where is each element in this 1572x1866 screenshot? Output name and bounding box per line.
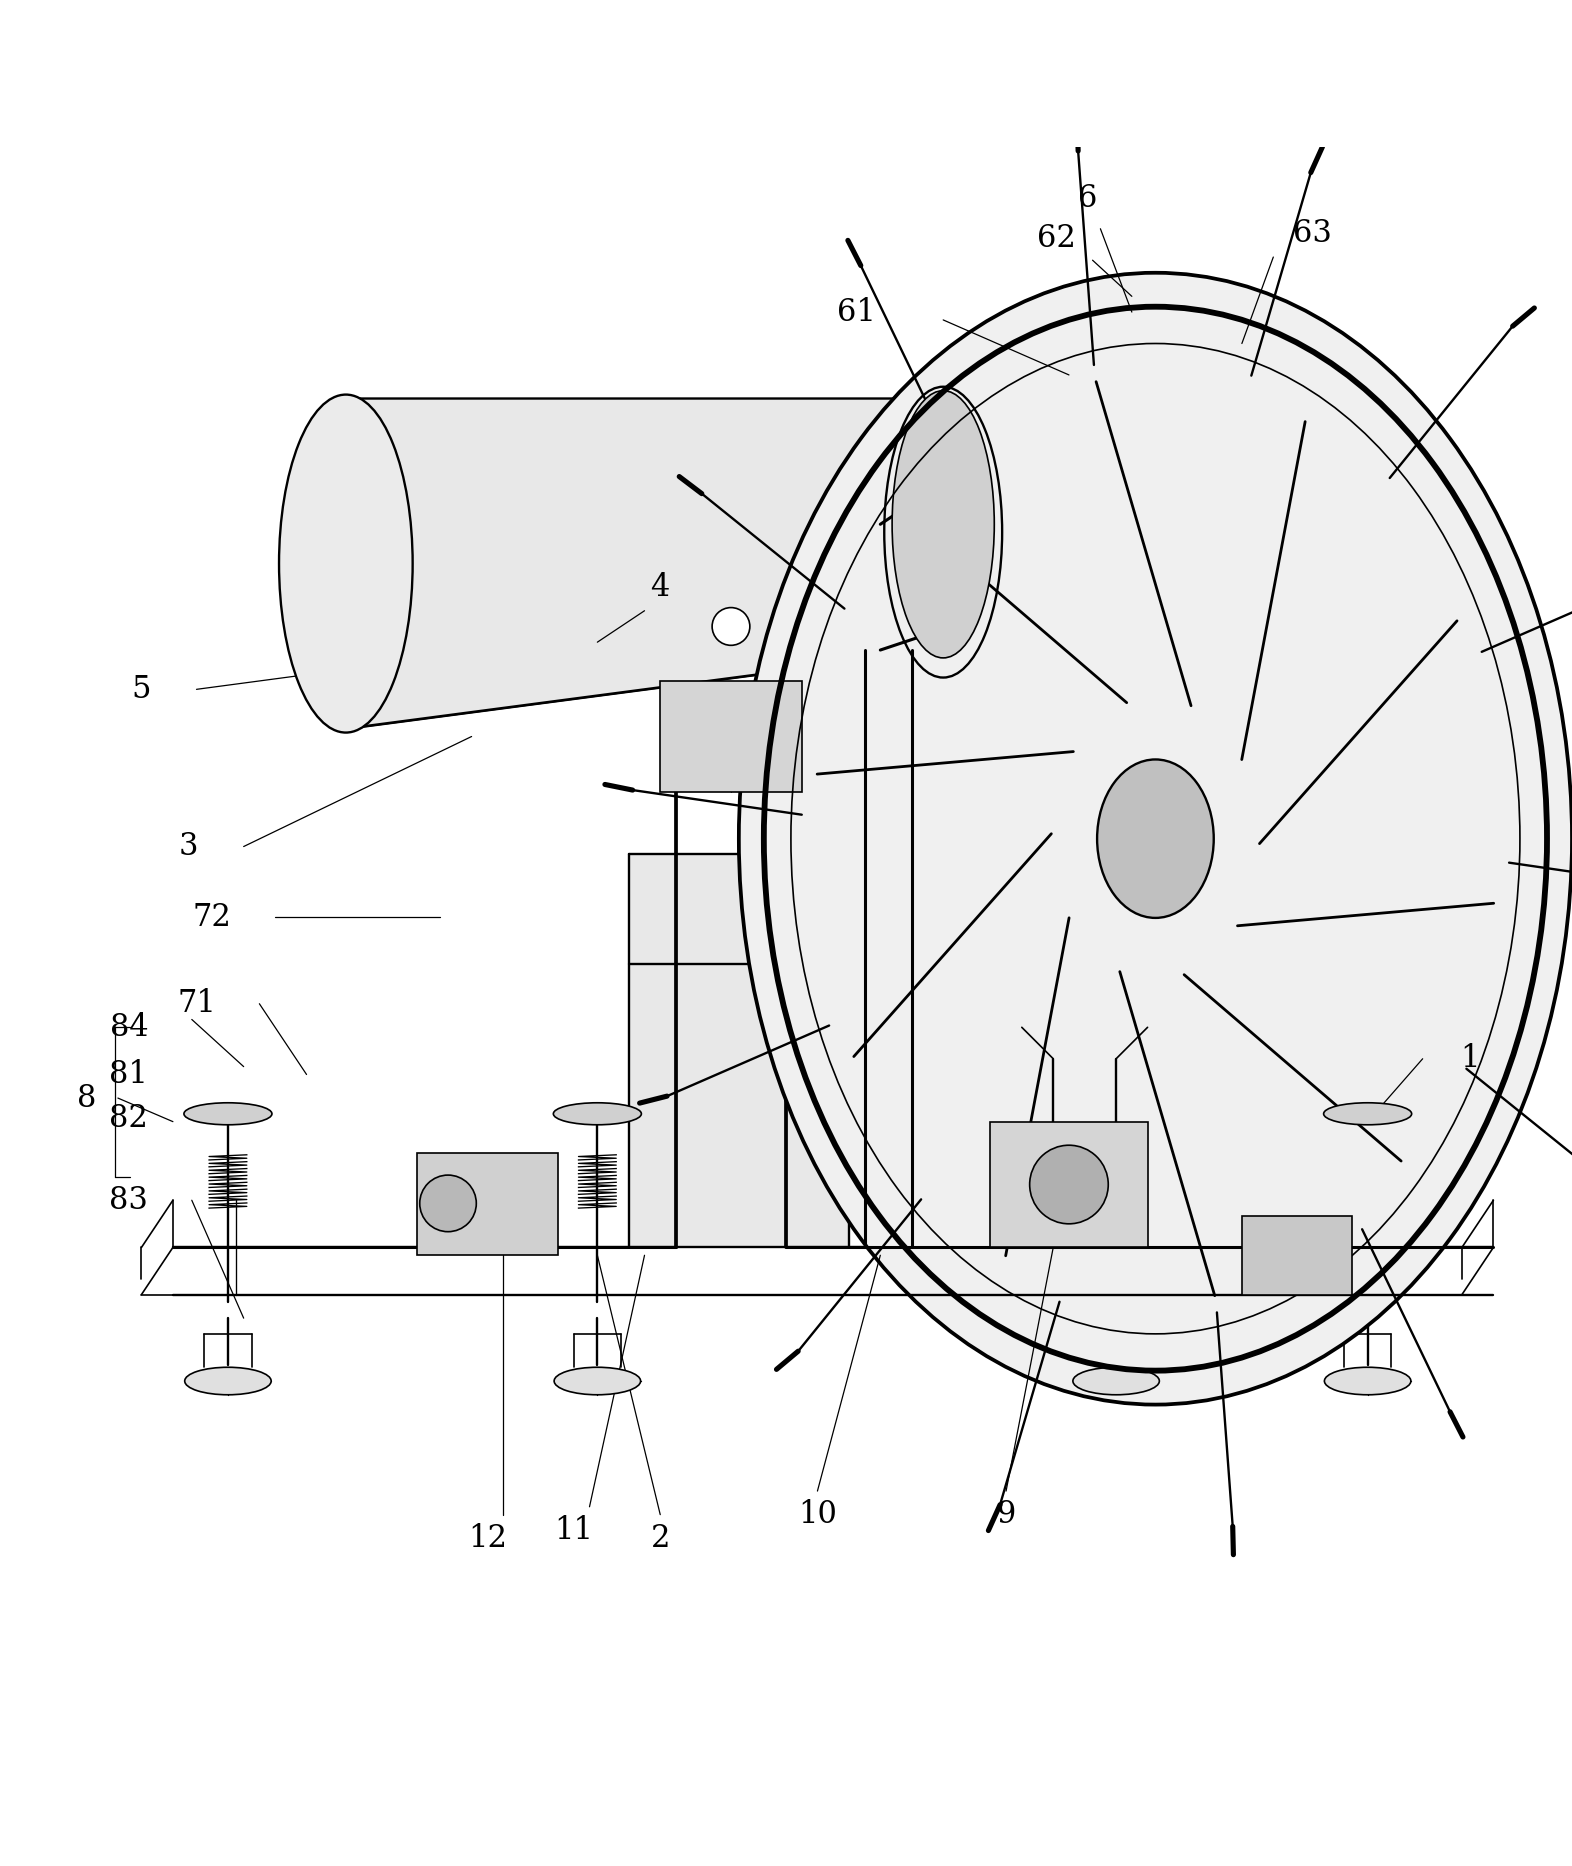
FancyBboxPatch shape xyxy=(660,681,802,791)
Ellipse shape xyxy=(1072,1368,1160,1394)
Text: 10: 10 xyxy=(799,1498,836,1530)
Text: 63: 63 xyxy=(1294,218,1331,248)
Ellipse shape xyxy=(739,272,1572,1405)
Text: 6: 6 xyxy=(1078,183,1097,215)
Ellipse shape xyxy=(1324,1368,1412,1394)
Text: 72: 72 xyxy=(193,901,231,933)
Ellipse shape xyxy=(893,390,995,659)
Text: 3: 3 xyxy=(179,830,198,862)
Text: 84: 84 xyxy=(110,1011,148,1043)
Ellipse shape xyxy=(1324,1103,1412,1125)
Circle shape xyxy=(1030,1146,1108,1224)
Text: 5: 5 xyxy=(132,674,151,705)
FancyBboxPatch shape xyxy=(1242,1217,1352,1295)
Ellipse shape xyxy=(1097,759,1214,918)
Text: 11: 11 xyxy=(555,1515,593,1545)
Text: 8: 8 xyxy=(77,1082,96,1114)
Ellipse shape xyxy=(280,394,413,733)
Circle shape xyxy=(420,1176,476,1232)
Text: 61: 61 xyxy=(838,297,876,328)
Ellipse shape xyxy=(184,1103,272,1125)
Ellipse shape xyxy=(185,1368,272,1394)
Text: 4: 4 xyxy=(651,571,670,603)
Text: 71: 71 xyxy=(178,989,215,1019)
Text: 12: 12 xyxy=(468,1523,506,1554)
Text: 83: 83 xyxy=(110,1185,148,1217)
Polygon shape xyxy=(346,399,943,728)
Text: 81: 81 xyxy=(110,1060,148,1090)
Ellipse shape xyxy=(553,1103,641,1125)
Circle shape xyxy=(712,608,750,646)
Text: 62: 62 xyxy=(1038,222,1075,254)
Ellipse shape xyxy=(555,1368,641,1394)
Text: 2: 2 xyxy=(651,1523,670,1554)
FancyBboxPatch shape xyxy=(417,1153,558,1256)
Text: 9: 9 xyxy=(997,1498,1016,1530)
Text: 1: 1 xyxy=(1460,1043,1479,1075)
FancyBboxPatch shape xyxy=(990,1121,1148,1246)
Polygon shape xyxy=(629,855,849,1246)
Text: 82: 82 xyxy=(110,1103,148,1135)
